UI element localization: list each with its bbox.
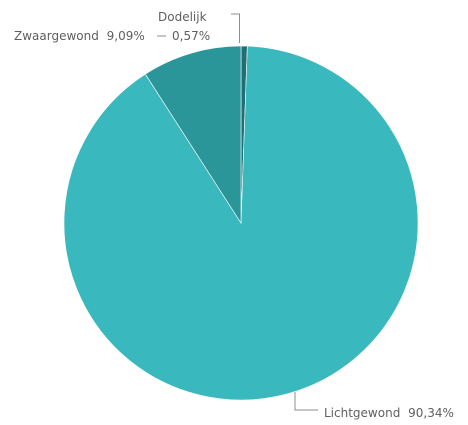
pie-slice-zwaargewond [144, 45, 242, 225]
pie-slices [63, 45, 419, 401]
slice-label-dodelijk-category: Dodelijk [158, 10, 207, 24]
pie-labels: Dodelijk 0,57% Zwaargewond 9,09% Lichtge… [14, 10, 454, 420]
slice-label-lichtgewond-category: Lichtgewond [324, 406, 400, 420]
slice-percent-dodelijk: 0,57% [172, 29, 210, 43]
slice-label-dodelijk-percent: 0,57% [172, 29, 210, 43]
pie-leader-lines [157, 13, 318, 411]
slice-label-dodelijk: Dodelijk [158, 10, 207, 24]
slice-label-zwaargewond: Zwaargewond 9,09% [14, 29, 145, 43]
slice-label-lichtgewond: Lichtgewond 90,34% [324, 406, 454, 420]
slice-label-zwaargewond-percent: 9,09% [107, 29, 145, 43]
slice-label-zwaargewond-category: Zwaargewond [14, 29, 99, 43]
leader-line-dodelijk [231, 13, 240, 43]
slice-label-lichtgewond-percent: 90,34% [408, 406, 454, 420]
leader-line-lichtgewond [294, 392, 318, 411]
